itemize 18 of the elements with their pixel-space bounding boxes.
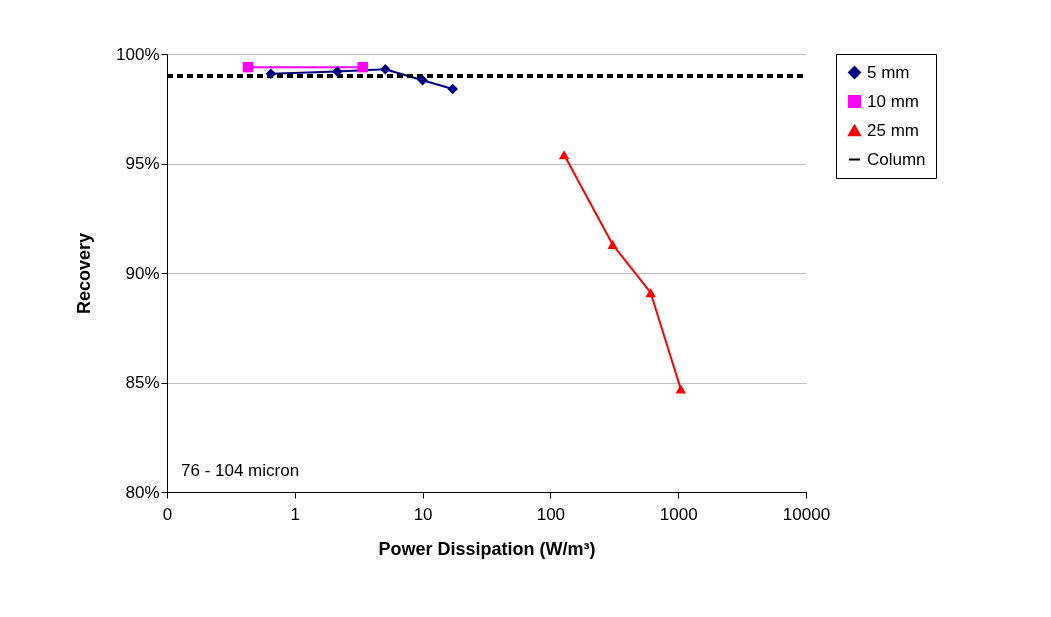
y-tick-label: 85%: [125, 373, 160, 392]
legend-label: Column: [867, 149, 926, 169]
x-tick-label: 1000: [659, 504, 698, 524]
x-axis-title: Power Dissipation (W/m³): [378, 538, 596, 559]
x-tick-label: 1: [290, 504, 301, 524]
y-tick-label: 95%: [125, 154, 160, 173]
x-tick-label: 10: [413, 504, 433, 524]
y-axis-title: Recovery: [74, 232, 95, 315]
x-tick-label: 0: [162, 504, 173, 524]
y-tick-label: 90%: [125, 263, 160, 283]
y-tick-label: 80%: [125, 482, 160, 502]
legend-label: 5 mm: [867, 62, 910, 82]
x-tick-label: 10000: [782, 504, 831, 524]
legend-label: 10 mm: [867, 91, 919, 111]
x-tick-label: 100: [536, 504, 566, 524]
legend-label: 25 mm: [867, 120, 919, 140]
y-tick-label: 100%: [116, 44, 160, 64]
annotation: 76 - 104 micron: [181, 461, 300, 480]
